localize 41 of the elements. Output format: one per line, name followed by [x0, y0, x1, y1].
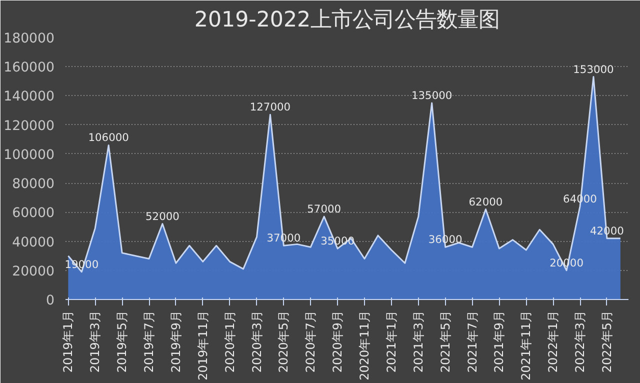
x-tick-label: 2021年5月	[438, 310, 452, 373]
x-tick-label: 2019年3月	[88, 310, 102, 373]
x-tick-label: 2020年5月	[276, 310, 291, 373]
x-tick-label: 2020年1月	[222, 310, 237, 373]
x-tick-label: 2021年11月	[519, 310, 534, 380]
y-tick-label: 60000	[12, 206, 55, 222]
x-tick-label: 2019年9月	[168, 310, 183, 373]
data-label: 62000	[468, 195, 503, 208]
x-tick-label: 2020年7月	[304, 310, 318, 373]
x-tick-label: 2019年11月	[196, 310, 210, 380]
y-tick-label: 160000	[4, 60, 55, 76]
x-tick-label: 2019年7月	[142, 310, 156, 373]
chart-title: 2019-2022上市公司公告数量图	[194, 8, 500, 32]
y-tick-label: 180000	[4, 32, 55, 46]
x-tick-label: 2022年3月	[573, 310, 588, 373]
y-tick-label: 140000	[4, 90, 55, 105]
x-tick-label: 2020年9月	[330, 310, 345, 373]
x-tick-label: 2019年1月	[61, 310, 76, 373]
x-tick-label: 2021年3月	[411, 310, 426, 373]
y-tick-label: 20000	[12, 264, 55, 280]
data-label: 52000	[146, 210, 180, 223]
data-label: 153000	[573, 62, 614, 76]
y-tick-label: 40000	[12, 235, 55, 250]
x-tick-label: 2021年9月	[492, 310, 506, 373]
x-tick-label: 2020年3月	[250, 310, 264, 373]
y-tick-label: 120000	[4, 118, 55, 134]
data-label: 127000	[250, 100, 291, 114]
data-label: 64000	[563, 192, 598, 206]
y-tick-label: 0	[46, 294, 55, 308]
x-tick-label: 2022年1月	[546, 310, 560, 373]
data-label: 106000	[88, 131, 130, 144]
x-tick-label: 2020年11月	[358, 310, 372, 380]
data-label: 57000	[307, 202, 342, 216]
y-tick-label: 80000	[12, 177, 55, 192]
data-label: 135000	[412, 89, 452, 102]
y-tick-label: 100000	[4, 148, 55, 163]
data-label: 42000	[590, 224, 624, 238]
x-tick-label: 2022年5月	[600, 310, 614, 373]
x-tick-label: 2021年1月	[384, 310, 398, 373]
x-tick-label: 2019年5月	[115, 310, 130, 373]
x-tick-label: 2021年7月	[465, 310, 480, 373]
